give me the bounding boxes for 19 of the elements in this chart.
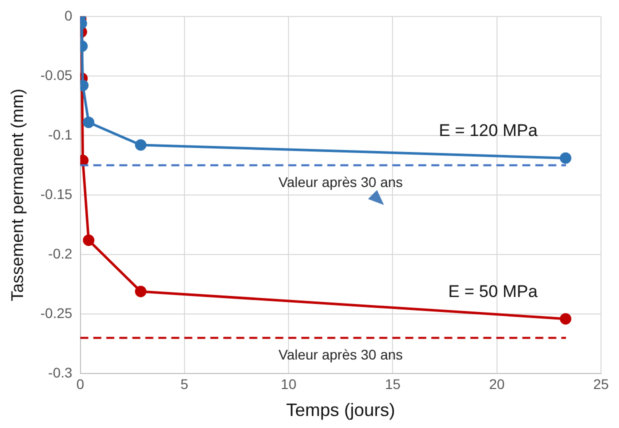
x-tick-label: 10 [280, 376, 297, 392]
y-tick-label: -0.2 [48, 245, 73, 262]
y-tick-label: 0 [64, 7, 73, 24]
x-tick-label: 0 [76, 376, 84, 392]
x-tick-label: 15 [384, 376, 401, 392]
y-tick-label: -0.3 [48, 364, 73, 380]
y-tick-label: -0.05 [40, 66, 73, 83]
ref-line-label: Valeur après 30 ans [278, 346, 403, 363]
y-axis-title: Tassement permanent (mm) [8, 88, 27, 302]
series-label: E = 120 MPa [438, 121, 538, 140]
y-tick-label: -0.15 [40, 186, 73, 202]
x-tick-label: 25 [593, 376, 609, 392]
x-tick-label: 20 [489, 376, 505, 392]
x-axis-title: Temps (jours) [286, 400, 396, 420]
ref-line-label: Valeur après 30 ans [278, 174, 403, 190]
y-tick-label: -0.25 [40, 304, 73, 321]
series-label: E = 50 MPa [448, 282, 538, 301]
y-tick-label: -0.1 [48, 126, 73, 142]
x-tick-label: 5 [180, 376, 189, 392]
